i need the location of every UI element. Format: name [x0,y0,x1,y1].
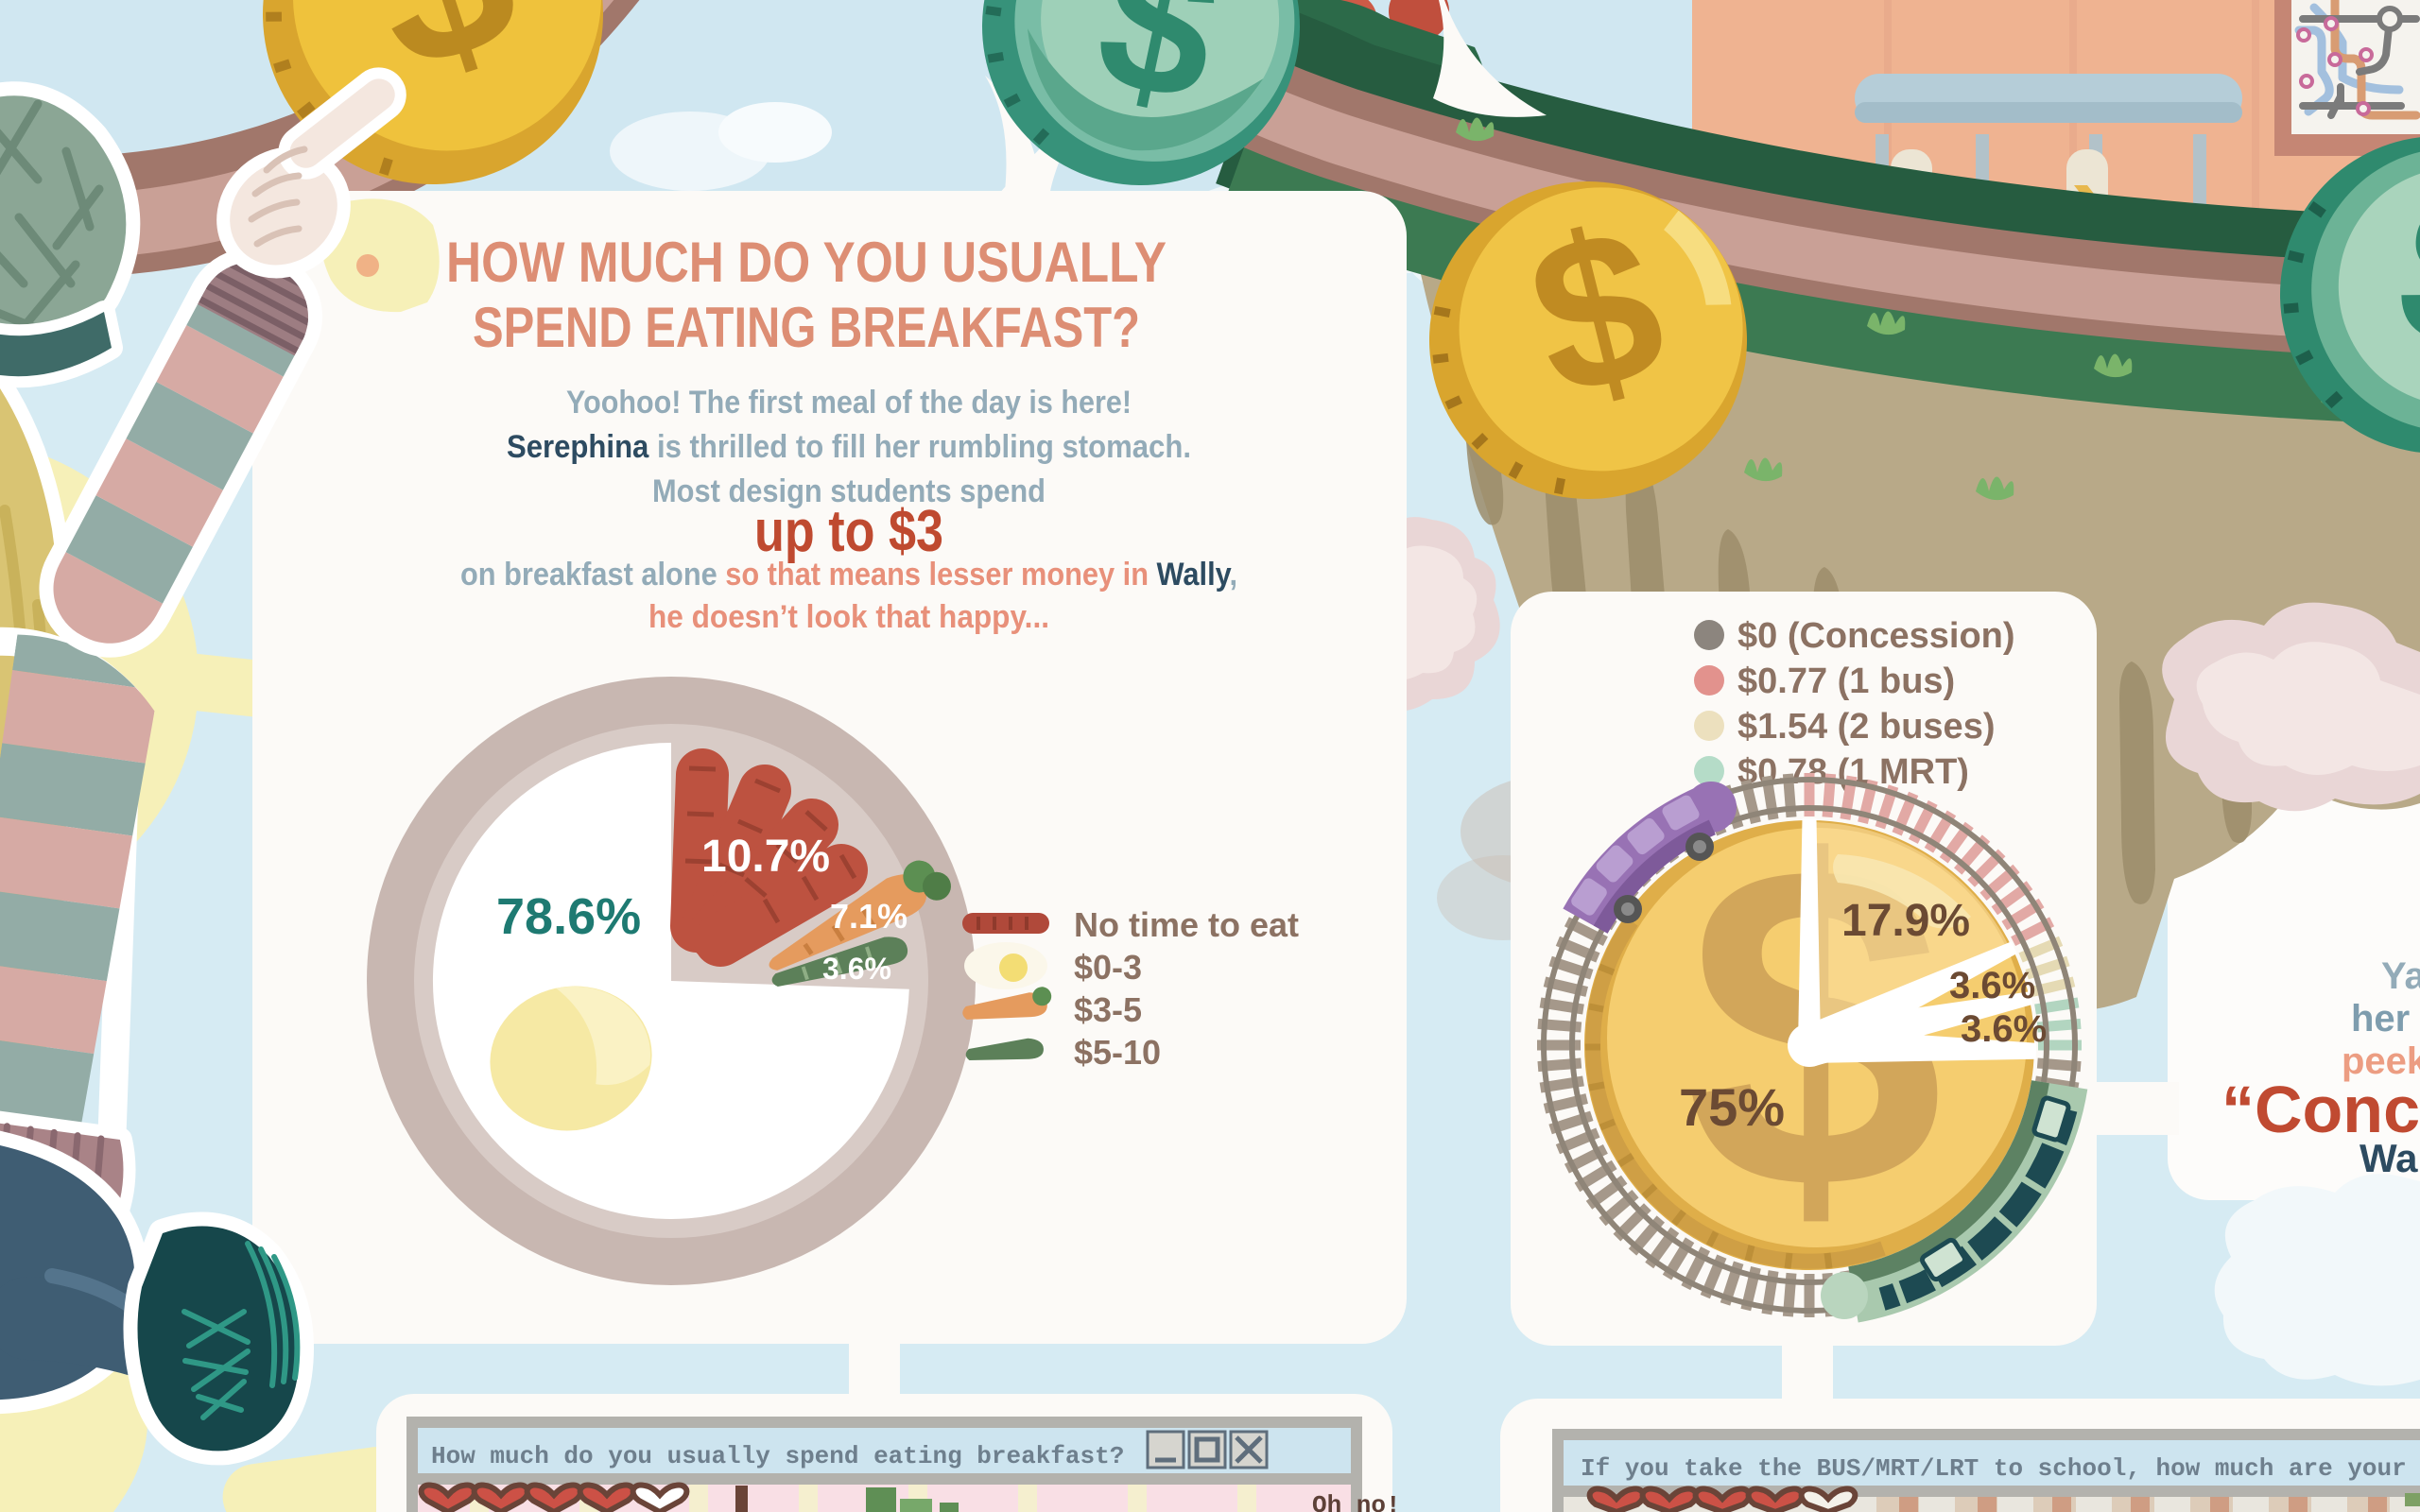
svg-text:78.6%: 78.6% [496,888,641,945]
svg-text:$0.77 (1 bus): $0.77 (1 bus) [1737,662,1955,701]
svg-text:How much do you usually spend: How much do you usually spend eating bre… [431,1442,1124,1470]
svg-text:Serephina is thrilled to fill: Serephina is thrilled to fill her rumbli… [507,429,1191,465]
svg-text:$1.54 (2 buses): $1.54 (2 buses) [1737,707,1995,747]
svg-text:Most design students spend: Most design students spend [652,473,1046,509]
svg-text:$3-5: $3-5 [1074,990,1142,1029]
svg-text:“Concess: “Concess [2221,1073,2420,1146]
svg-text:7.1%: 7.1% [830,897,908,936]
svg-text:SPEND EATING BREAKFAST?: SPEND EATING BREAKFAST? [473,296,1140,359]
svg-text:3.6%: 3.6% [822,952,891,986]
svg-text:3.6%: 3.6% [1949,965,2035,1006]
svg-text:$0-3: $0-3 [1074,948,1142,987]
svg-text:on breakfast alone so that mea: on breakfast alone so that means lesser … [460,557,1237,593]
svg-text:Yoohoo! The first meal of the: Yoohoo! The first meal of the day is her… [566,385,1132,421]
svg-text:up to $3: up to $3 [754,499,943,564]
svg-text:75%: 75% [1679,1077,1785,1137]
svg-text:he doesn’t look that happy...: he doesn’t look that happy... [648,599,1049,635]
svg-text:If you take the BUS/MRT/LRT to: If you take the BUS/MRT/LRT to school, h… [1581,1454,2407,1483]
svg-text:No time to eat: No time to eat [1074,905,1299,944]
svg-text:$5-10: $5-10 [1074,1033,1161,1072]
svg-text:Wall: Wall [2360,1136,2420,1180]
svg-text:HOW MUCH DO YOU USUALLY: HOW MUCH DO YOU USUALLY [446,231,1167,294]
svg-text:her b: her b [2351,998,2420,1040]
svg-text:3.6%: 3.6% [1961,1008,2047,1050]
svg-text:Yay: Yay [2381,955,2420,997]
svg-text:Oh no!: Oh no! [1312,1491,1401,1512]
svg-text:17.9%: 17.9% [1841,896,1970,946]
svg-text:10.7%: 10.7% [701,832,830,882]
svg-text:peeks: peeks [2342,1040,2420,1082]
svg-text:$0 (Concession): $0 (Concession) [1737,616,2015,656]
